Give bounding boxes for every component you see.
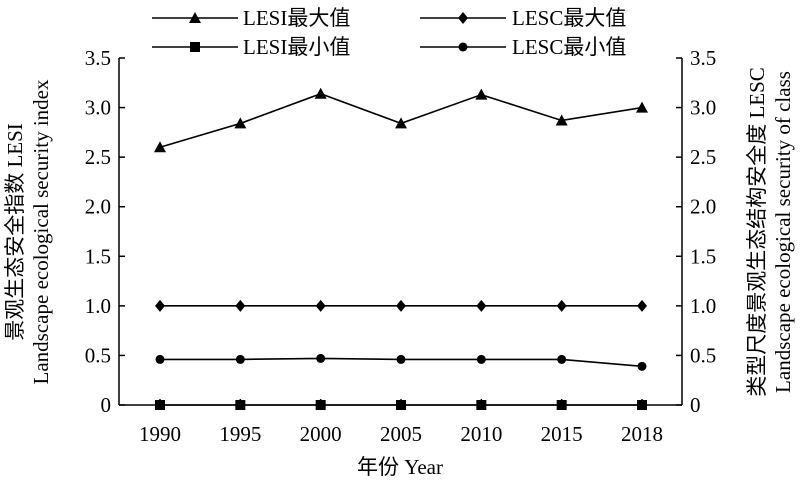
right-y-tick-label: 2.0 <box>690 195 716 219</box>
legend-marker <box>458 12 468 24</box>
data-point <box>476 354 486 364</box>
data-point <box>315 299 326 312</box>
data-point <box>235 400 246 410</box>
legend-item: LESI最小值 <box>152 35 350 59</box>
series-1 <box>154 87 648 153</box>
data-point <box>395 117 407 129</box>
data-point <box>315 400 326 410</box>
right-y-tick-label: 0.5 <box>690 343 716 367</box>
right-y-tick-label: 2.5 <box>690 145 716 169</box>
data-point <box>475 88 488 100</box>
data-point <box>396 400 406 410</box>
x-tick-label: 2000 <box>300 422 342 446</box>
left-y-tick-label: 1.0 <box>85 294 111 318</box>
legend-marker <box>189 12 201 23</box>
legend-label: LESI最大值 <box>243 6 350 30</box>
data-point <box>314 87 327 99</box>
left-axis-title: 景观生态安全指数 LESI Landscape ecological secur… <box>3 79 53 384</box>
x-tick-label: 2005 <box>380 422 422 446</box>
left-y-tick-label: 0 <box>101 393 112 417</box>
data-point <box>234 117 247 129</box>
data-point <box>637 361 647 371</box>
data-point <box>154 141 166 153</box>
right-y-tick-label: 1.5 <box>690 244 716 268</box>
x-tick-label: 2015 <box>541 422 583 446</box>
data-point <box>235 299 246 312</box>
legend: LESI最大值 LESC最大值 LESI最小值 LESC最小值 <box>152 6 626 59</box>
series-layer <box>154 87 648 410</box>
legend-marker <box>458 42 468 52</box>
axes <box>118 58 683 406</box>
legend-label: LESC最小值 <box>512 35 626 59</box>
right-y-tick-label: 3.5 <box>690 46 716 70</box>
legend-item: LESC最小值 <box>420 35 626 59</box>
right-axis-title-line-2: Landscape ecological security of class <box>771 71 795 393</box>
x-tick-label: 2010 <box>460 422 502 446</box>
series-2 <box>155 299 647 312</box>
data-point <box>636 101 648 113</box>
series-4 <box>155 353 647 371</box>
left-y-tick-label: 2.0 <box>85 195 111 219</box>
data-point <box>637 299 647 312</box>
x-tick-label: 1990 <box>139 422 181 446</box>
left-y-tick-label: 1.5 <box>85 244 111 268</box>
data-point <box>557 354 567 364</box>
right-y-tick-label: 3.0 <box>690 96 716 120</box>
x-tick-label: 1995 <box>219 422 261 446</box>
left-axis-title-line-2: Landscape ecological security index <box>29 79 53 384</box>
series-3 <box>155 400 647 410</box>
legend-label: LESI最小值 <box>243 35 350 59</box>
legend-item: LESI最大值 <box>152 6 350 30</box>
data-point <box>155 299 165 312</box>
right-axis-title-line-1: 类型尺度景观生态结构安全度 LESC <box>745 67 769 397</box>
left-axis-title-line-1: 景观生态安全指数 LESI <box>3 123 27 341</box>
data-point <box>476 299 487 312</box>
x-ticks: 1990 1995 2000 2005 2010 2015 2018 <box>139 399 663 446</box>
left-y-tick-label: 0.5 <box>85 343 111 367</box>
legend-marker <box>190 42 200 52</box>
data-point <box>155 354 165 364</box>
data-point <box>476 400 487 410</box>
left-y-tick-label: 3.5 <box>85 46 111 70</box>
legend-item: LESC最大值 <box>420 6 626 30</box>
left-y-ticks: 0 0.5 1.0 1.5 2.0 2.5 3.0 3.5 <box>85 46 125 417</box>
x-axis-title: 年份 Year <box>357 455 443 479</box>
right-axis-title: 类型尺度景观生态结构安全度 LESC Landscape ecological … <box>745 67 795 397</box>
data-point <box>556 299 567 312</box>
data-point <box>155 400 165 410</box>
right-y-ticks: 0 0.5 1.0 1.5 2.0 2.5 3.0 3.5 <box>676 46 716 417</box>
data-point <box>316 353 326 363</box>
data-point <box>396 299 406 312</box>
left-y-tick-label: 2.5 <box>85 145 111 169</box>
data-point <box>637 400 647 410</box>
right-y-tick-label: 1.0 <box>690 294 716 318</box>
x-tick-label: 2018 <box>621 422 663 446</box>
data-point <box>556 400 567 410</box>
data-point <box>235 354 245 364</box>
legend-label: LESC最大值 <box>512 6 626 30</box>
left-y-tick-label: 3.0 <box>85 96 111 120</box>
data-point <box>396 354 406 364</box>
right-y-tick-label: 0 <box>690 393 701 417</box>
data-point <box>555 114 568 126</box>
